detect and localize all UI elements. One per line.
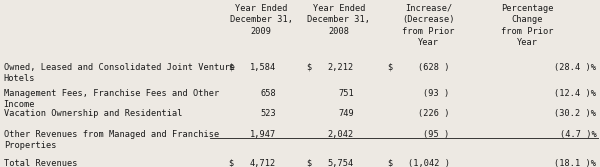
Text: Increase/
(Decrease)
from Prior
Year: Increase/ (Decrease) from Prior Year — [403, 4, 455, 47]
Text: (628 ): (628 ) — [418, 63, 449, 72]
Text: 751: 751 — [338, 89, 354, 98]
Text: (4.7 )%: (4.7 )% — [560, 130, 596, 139]
Text: Management Fees, Franchise Fees and Other
Income: Management Fees, Franchise Fees and Othe… — [4, 89, 219, 109]
Text: (226 ): (226 ) — [418, 109, 449, 118]
Text: (93 ): (93 ) — [424, 89, 449, 98]
Text: Owned, Leased and Consolidated Joint Venture
Hotels: Owned, Leased and Consolidated Joint Ven… — [4, 63, 235, 83]
Text: 1,584: 1,584 — [250, 63, 276, 72]
Text: (28.4 )%: (28.4 )% — [554, 63, 596, 72]
Text: Vacation Ownership and Residential: Vacation Ownership and Residential — [4, 109, 182, 118]
Text: Total Revenues: Total Revenues — [4, 159, 77, 167]
Text: (18.1 )%: (18.1 )% — [554, 159, 596, 167]
Text: $: $ — [306, 159, 311, 167]
Text: $: $ — [387, 63, 392, 72]
Text: (1,042 ): (1,042 ) — [407, 159, 449, 167]
Text: $: $ — [228, 159, 233, 167]
Text: 5,754: 5,754 — [328, 159, 354, 167]
Text: (30.2 )%: (30.2 )% — [554, 109, 596, 118]
Text: $: $ — [228, 63, 233, 72]
Text: Other Revenues from Managed and Franchise
Properties: Other Revenues from Managed and Franchis… — [4, 130, 219, 150]
Text: 523: 523 — [260, 109, 276, 118]
Text: (12.4 )%: (12.4 )% — [554, 89, 596, 98]
Text: 4,712: 4,712 — [250, 159, 276, 167]
Text: Percentage
Change
from Prior
Year: Percentage Change from Prior Year — [501, 4, 554, 47]
Text: (95 ): (95 ) — [424, 130, 449, 139]
Text: 749: 749 — [338, 109, 354, 118]
Text: $: $ — [387, 159, 392, 167]
Text: Year Ended
December 31,
2008: Year Ended December 31, 2008 — [307, 4, 370, 36]
Text: Year Ended
December 31,
2009: Year Ended December 31, 2009 — [230, 4, 293, 36]
Text: 2,212: 2,212 — [328, 63, 354, 72]
Text: 1,947: 1,947 — [250, 130, 276, 139]
Text: $: $ — [306, 63, 311, 72]
Text: 658: 658 — [260, 89, 276, 98]
Text: 2,042: 2,042 — [328, 130, 354, 139]
